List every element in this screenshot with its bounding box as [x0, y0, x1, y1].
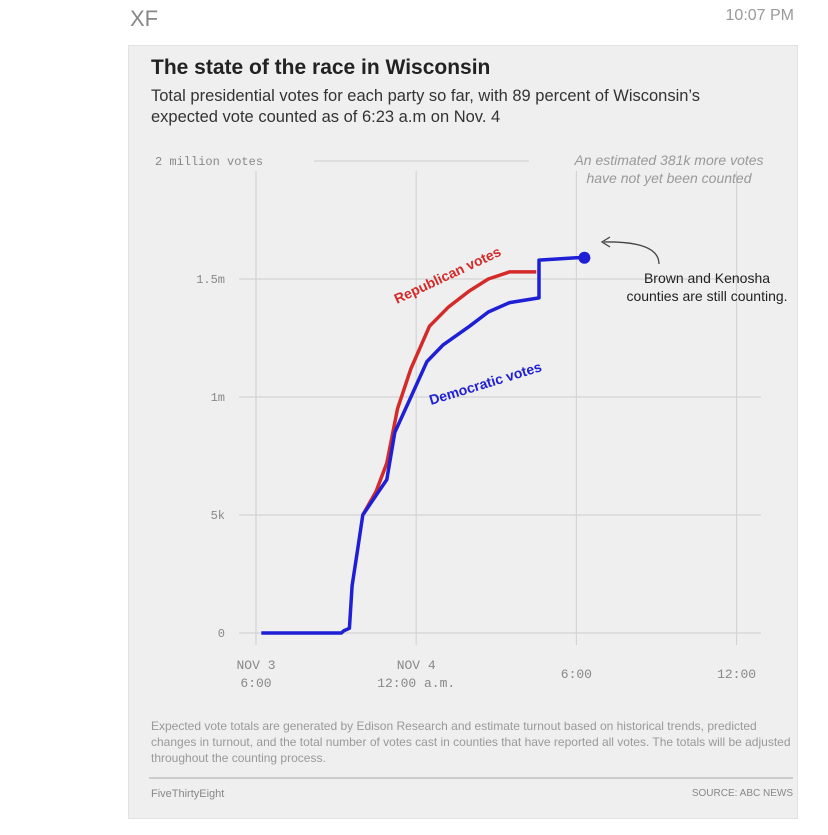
sender-name: XF — [130, 6, 159, 31]
source-label: SOURCE: ABC NEWS — [691, 788, 793, 799]
x-tick-label: 6:00 — [561, 667, 592, 682]
latest-count-dot — [578, 251, 591, 264]
y-tick-label: 1.5m — [196, 273, 225, 287]
x-tick-label: 12:00 — [717, 667, 756, 682]
y-tick-label: 5k — [211, 509, 225, 523]
chart-card[interactable]: The state of the race in Wisconsin Total… — [128, 45, 798, 819]
y-tick-label: 2 million votes — [155, 155, 263, 169]
democratic-label: Democratic votes — [427, 358, 543, 407]
chart-note: Expected vote totals are generated by Ed… — [151, 719, 791, 765]
x-tick-label: NOV 3 6:00 — [236, 658, 275, 691]
chart-subtitle: Total presidential votes for each party … — [151, 87, 701, 126]
y-tick-label: 1m — [211, 391, 225, 405]
chart-title: The state of the race in Wisconsin — [151, 56, 491, 79]
chart-plot: NOV 3 6:00 NOV 4 12:00 a.m. 6:00 12:00 0 5k 1m 1.… — [155, 152, 788, 691]
y-tick-label: 0 — [218, 627, 225, 641]
counties-annotation: counties are still counting. — [626, 288, 787, 304]
uncounted-annotation: have not yet been counted — [586, 170, 752, 186]
divider — [149, 777, 793, 779]
uncounted-annotation: An estimated 381k more votes — [573, 152, 763, 168]
series-line-republican — [361, 270, 537, 516]
republican-label: Republican votes — [392, 243, 504, 307]
x-tick-label: NOV 4 12:00 a.m. — [377, 658, 455, 691]
brand-label: FiveThirtyEight — [151, 788, 225, 800]
annotation-arrow — [603, 241, 660, 265]
series-line-democratic — [261, 256, 585, 635]
arrow-head-icon — [600, 236, 611, 248]
message-time: 10:07 PM — [725, 7, 794, 24]
counties-annotation: Brown and Kenosha — [644, 270, 770, 286]
